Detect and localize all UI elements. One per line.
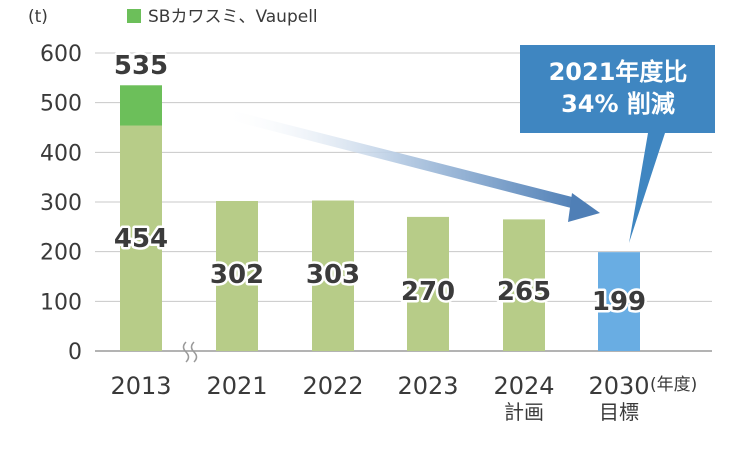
bar-2021 [216, 201, 258, 351]
x-tick-label: 2022 [302, 372, 363, 400]
reduction-callout: 2021年度比 34% 削減 [520, 45, 715, 243]
trend-arrow-head [568, 193, 600, 222]
y-unit-label: (t) [28, 7, 48, 27]
y-tick-label: 100 [40, 290, 82, 315]
x-tick-label: 2030 [588, 372, 649, 400]
bar-2024 [503, 219, 545, 351]
axis-break [182, 341, 198, 363]
bar-segment-2013 [120, 85, 162, 126]
value-label: 199 [592, 287, 646, 317]
y-tick-label: 0 [68, 340, 82, 365]
callout-text: 2021年度比 [549, 58, 688, 86]
value-label: 270 [401, 277, 455, 307]
value-label: 454 [114, 224, 168, 254]
y-tick-label: 200 [40, 241, 82, 266]
callout-box [520, 45, 715, 243]
bar-2022 [312, 200, 354, 351]
x-tick-label: 2023 [397, 372, 458, 400]
value-label: 302 [210, 260, 264, 290]
y-tick-label: 500 [40, 92, 82, 117]
x-tick-label: 2024 [493, 372, 554, 400]
y-tick-label: 600 [40, 42, 82, 67]
value-label: 265 [497, 277, 551, 307]
axis-break-mark [190, 341, 198, 363]
y-tick-label: 400 [40, 141, 82, 166]
legend-swatch [127, 9, 141, 23]
x-tick-label: 2021 [206, 372, 267, 400]
bars [120, 85, 640, 351]
y-tick-label: 300 [40, 191, 82, 216]
x-unit-label: (年度) [650, 375, 697, 395]
total-label: 535 [114, 51, 168, 81]
trend-arrow [222, 110, 600, 222]
value-label: 303 [306, 260, 360, 290]
x-tick-sublabel: 目標 [599, 400, 639, 424]
legend-label: SBカワスミ、Vaupell [148, 7, 318, 27]
bar-2023 [407, 216, 449, 351]
bar-2030 [598, 252, 640, 351]
x-tick-sublabel: 計画 [504, 400, 544, 424]
y-axis: 0 100 200 300 400 500 600 [40, 42, 82, 365]
bar-2013 [120, 125, 162, 351]
x-tick-label: 2013 [110, 372, 171, 400]
trend-arrow-shaft [222, 110, 580, 209]
callout-text: 34% 削減 [561, 90, 675, 118]
data-labels: 454 302 303 270 265 199 535 [111, 49, 648, 320]
axis-break-mark [182, 341, 190, 363]
